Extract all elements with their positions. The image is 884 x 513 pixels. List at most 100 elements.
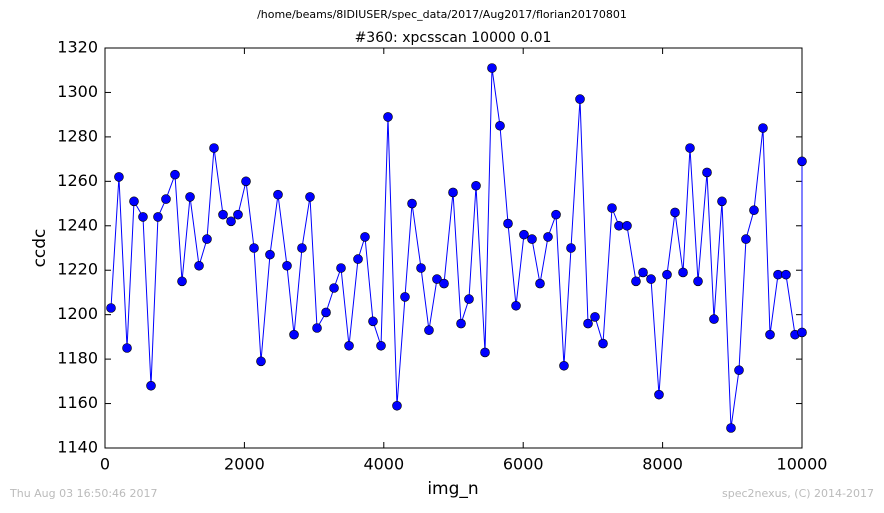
- data-point: [464, 294, 474, 304]
- data-point: [543, 232, 553, 242]
- data-point: [749, 205, 759, 216]
- chart-subtitle: /home/beams/8IDIUSER/spec_data/2017/Aug2…: [257, 8, 627, 21]
- data-point: [106, 303, 116, 313]
- data-point: [368, 316, 378, 327]
- data-point: [781, 269, 791, 280]
- data-point: [471, 180, 481, 191]
- data-point: [487, 63, 497, 73]
- y-tick-label: 1280: [57, 126, 98, 145]
- y-tick-label: 1220: [57, 260, 98, 279]
- data-point: [559, 360, 569, 371]
- y-tick-label: 1200: [57, 304, 98, 323]
- data-point: [439, 278, 449, 289]
- data-point: [709, 314, 719, 324]
- data-point: [734, 365, 744, 376]
- plot-frame: [104, 47, 803, 449]
- data-point: [289, 329, 299, 340]
- data-point: [424, 325, 434, 336]
- data-point: [448, 187, 458, 198]
- data-point: [511, 300, 521, 311]
- data-point: [138, 212, 148, 222]
- data-point: [122, 343, 132, 353]
- y-tick-label: 1160: [57, 393, 98, 412]
- data-point: [336, 263, 346, 273]
- chart-title: #360: xpcsscan 10000 0.01: [355, 30, 552, 46]
- data-point: [631, 276, 641, 287]
- data-point: [678, 267, 688, 278]
- data-point: [717, 196, 727, 207]
- data-point: [282, 260, 292, 271]
- data-point: [153, 212, 163, 222]
- data-point: [797, 327, 807, 338]
- data-point: [273, 189, 283, 200]
- data-point: [566, 243, 576, 253]
- data-point: [209, 143, 219, 153]
- data-point: [312, 323, 322, 333]
- data-point: [495, 120, 505, 131]
- data-point: [400, 292, 410, 302]
- data-point: [161, 194, 171, 204]
- data-point: [194, 260, 204, 271]
- data-point: [654, 389, 664, 400]
- x-tick-label: 8000: [642, 455, 683, 474]
- data-point: [233, 209, 243, 220]
- data-point: [503, 218, 513, 229]
- y-tick-label: 1320: [57, 38, 98, 57]
- data-point: [297, 243, 307, 253]
- y-axis-label: ccdc: [30, 229, 50, 268]
- data-point: [146, 380, 156, 391]
- data-point: [265, 249, 275, 260]
- data-point: [583, 318, 593, 329]
- data-point: [758, 123, 768, 133]
- data-point: [670, 207, 680, 218]
- data-point: [344, 340, 354, 351]
- data-point: [218, 209, 228, 220]
- data-point: [598, 338, 608, 349]
- y-tick-label: 1180: [57, 349, 98, 368]
- data-point: [202, 234, 212, 244]
- data-point: [765, 329, 775, 340]
- data-point: [353, 254, 363, 264]
- data-point: [527, 234, 537, 244]
- data-point: [519, 229, 529, 240]
- data-point: [614, 220, 624, 231]
- y-tick-label: 1240: [57, 215, 98, 234]
- data-point: [480, 347, 490, 358]
- data-point: [407, 198, 417, 209]
- data-point: [607, 203, 617, 213]
- data-point: [575, 94, 585, 104]
- y-tick-label: 1260: [57, 171, 98, 190]
- data-point: [329, 283, 339, 293]
- data-point: [305, 192, 315, 202]
- data-point: [383, 112, 393, 122]
- data-point: [256, 356, 266, 367]
- data-line: [110, 67, 803, 429]
- data-point: [321, 307, 331, 318]
- data-point: [432, 274, 442, 284]
- data-point: [360, 232, 370, 242]
- data-point: [797, 156, 807, 167]
- data-point: [551, 209, 561, 220]
- data-point: [226, 216, 236, 227]
- data-point: [376, 340, 386, 351]
- data-point: [535, 278, 545, 289]
- data-point: [249, 243, 259, 253]
- timestamp: Thu Aug 03 16:50:46 2017: [9, 487, 158, 500]
- data-point: [456, 318, 466, 329]
- data-point: [646, 274, 656, 284]
- x-tick-label: 4000: [363, 455, 404, 474]
- y-tick-label: 1140: [57, 438, 98, 457]
- y-tick-label: 1300: [57, 82, 98, 101]
- data-point: [702, 167, 712, 178]
- data-point: [638, 267, 648, 278]
- data-point: [129, 196, 139, 207]
- data-point: [114, 172, 124, 182]
- data-point: [693, 276, 703, 287]
- data-point: [185, 192, 195, 202]
- data-point: [726, 423, 736, 433]
- data-point: [622, 220, 632, 231]
- x-tick-label: 6000: [503, 455, 544, 474]
